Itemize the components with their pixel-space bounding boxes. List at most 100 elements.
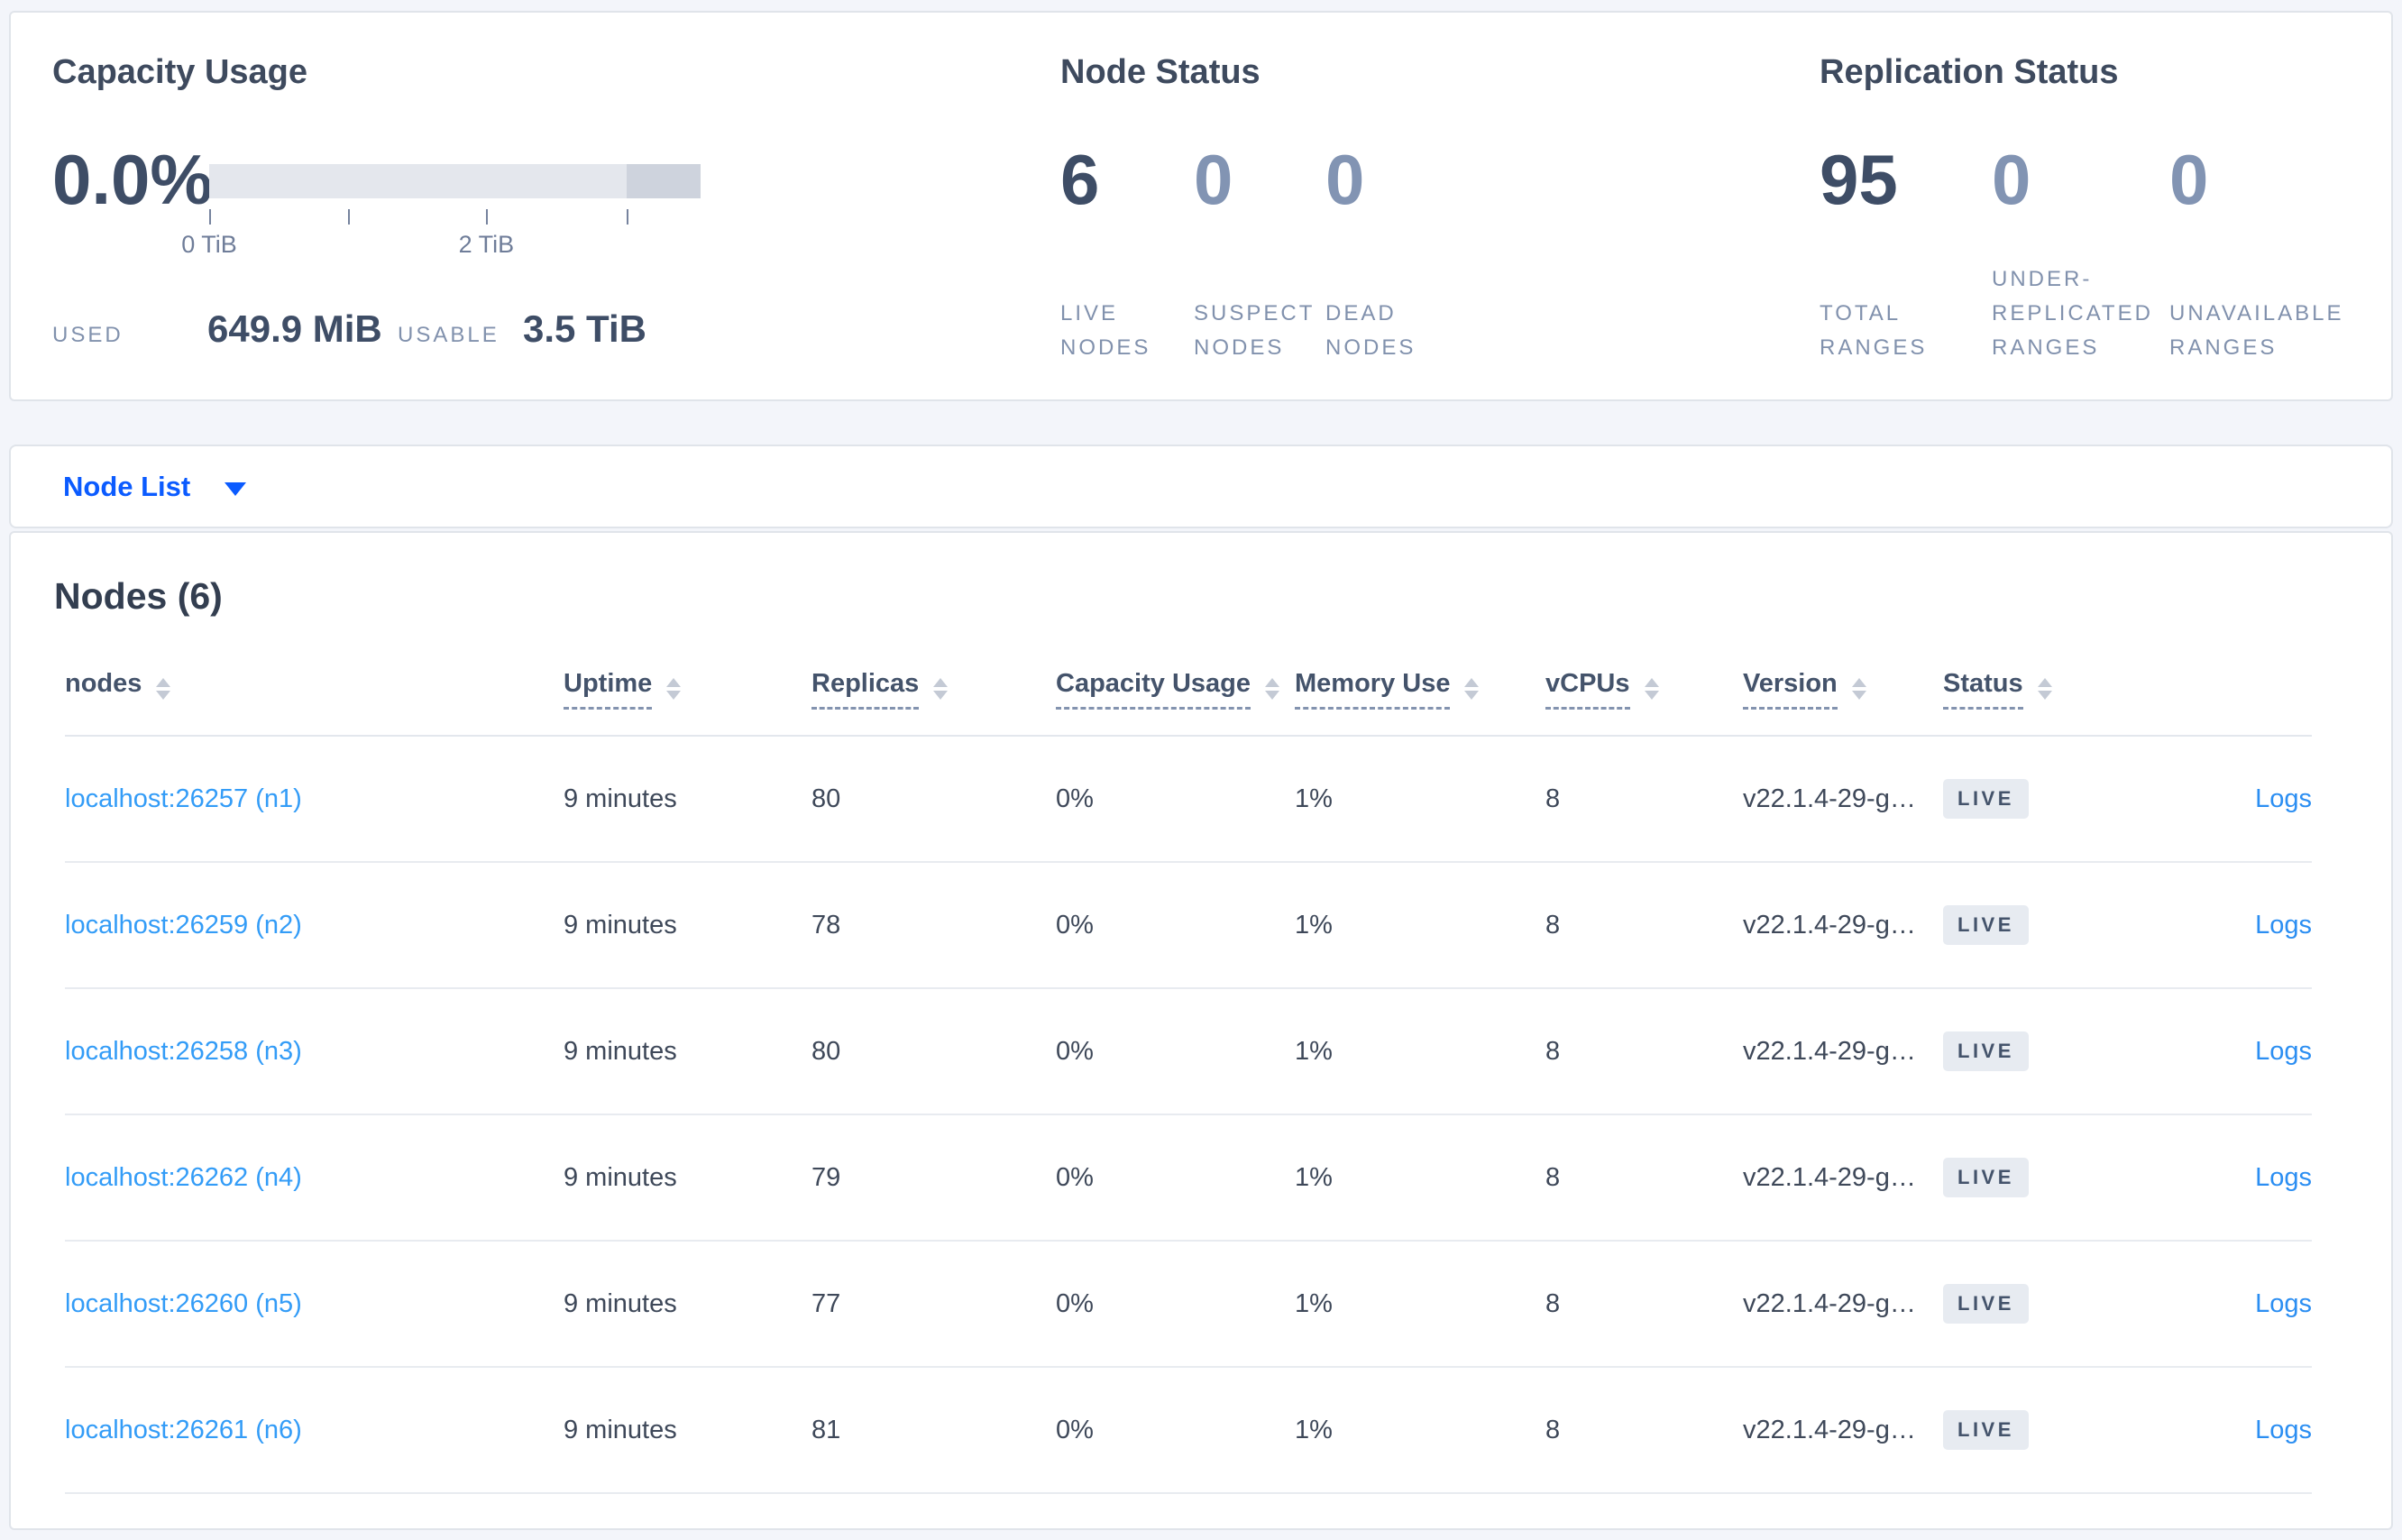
node-status-values: 6 0 0 xyxy=(1060,144,1364,215)
under-replicated-ranges-count: 0 xyxy=(1992,140,2031,219)
column-header-label: Status xyxy=(1943,669,2023,710)
column-header-replicas[interactable]: Replicas xyxy=(811,669,1056,710)
version-cell: v22.1.4-29-g… xyxy=(1743,784,1916,813)
status-cell: LIVE xyxy=(1943,905,2143,945)
logs-link[interactable]: Logs xyxy=(2255,1036,2312,1066)
node-status-title: Node Status xyxy=(1060,53,1261,91)
table-row: localhost:26260 (n5) 9 minutes 77 0% 1% … xyxy=(65,1242,2312,1368)
total-ranges-label: TOTAL RANGES xyxy=(1820,301,1928,360)
capacity-usage-section: Capacity Usage 0.0% 0 TiB 2 TiB USED 649… xyxy=(52,50,1060,365)
nodes-heading: Nodes (6) xyxy=(54,575,223,617)
vcpus-cell: 8 xyxy=(1545,1288,1561,1318)
column-header-label: Uptime xyxy=(564,669,653,710)
node-link[interactable]: localhost:26257 (n1) xyxy=(65,784,302,813)
capacity-bar xyxy=(209,164,701,198)
replication-status-section: Replication Status 95 0 0 TOTAL RANGES U… xyxy=(1820,50,2350,365)
dead-nodes-label: DEAD NODES xyxy=(1325,301,1416,360)
status-cell: LIVE xyxy=(1943,1031,2143,1071)
sort-icon xyxy=(1464,678,1480,700)
replication-status-title: Replication Status xyxy=(1820,53,2119,91)
table-row: localhost:26262 (n4) 9 minutes 79 0% 1% … xyxy=(65,1115,2312,1242)
logs-link[interactable]: Logs xyxy=(2255,1415,2312,1444)
column-header-vcpus[interactable]: vCPUs xyxy=(1545,669,1743,710)
vcpus-cell: 8 xyxy=(1545,910,1561,940)
sort-icon xyxy=(1851,678,1866,700)
usable-label: USABLE xyxy=(398,323,500,347)
status-badge: LIVE xyxy=(1943,1410,2029,1450)
logs-link[interactable]: Logs xyxy=(2255,784,2312,813)
replicas-cell: 80 xyxy=(811,1036,841,1066)
memory-use-cell: 1% xyxy=(1295,784,1333,813)
node-list-dropdown[interactable]: Node List xyxy=(63,470,191,502)
node-link[interactable]: localhost:26259 (n2) xyxy=(65,910,302,940)
node-link[interactable]: localhost:26261 (n6) xyxy=(65,1415,302,1444)
cluster-summary-card: Capacity Usage 0.0% 0 TiB 2 TiB USED 649… xyxy=(9,11,2393,401)
version-cell: v22.1.4-29-g… xyxy=(1743,1415,1916,1444)
vcpus-cell: 8 xyxy=(1545,1415,1561,1444)
axis-tick xyxy=(347,209,350,225)
sort-icon xyxy=(933,678,949,700)
column-header-uptime[interactable]: Uptime xyxy=(564,669,811,710)
version-cell: v22.1.4-29-g… xyxy=(1743,1162,1916,1192)
status-badge: LIVE xyxy=(1943,779,2029,819)
status-cell: LIVE xyxy=(1943,1410,2143,1450)
vcpus-cell: 8 xyxy=(1545,1162,1561,1192)
unavailable-ranges-label: UNAVAILABLE RANGES xyxy=(2169,301,2344,360)
logs-link[interactable]: Logs xyxy=(2255,1162,2312,1192)
capacity-usage-cell: 0% xyxy=(1056,1162,1094,1192)
node-link[interactable]: localhost:26262 (n4) xyxy=(65,1162,302,1192)
column-header-version[interactable]: Version xyxy=(1743,669,1943,710)
used-value: 649.9 MiB xyxy=(207,307,382,350)
suspect-nodes-label: SUSPECT NODES xyxy=(1194,301,1315,360)
status-badge: LIVE xyxy=(1943,1031,2029,1071)
capacity-usage-cell: 0% xyxy=(1056,910,1094,940)
version-cell: v22.1.4-29-g… xyxy=(1743,1288,1916,1318)
replicas-cell: 80 xyxy=(811,784,841,813)
status-cell: LIVE xyxy=(1943,1284,2143,1324)
axis-tick xyxy=(209,209,211,225)
replication-status-values: 95 0 0 xyxy=(1820,144,2208,215)
table-row: localhost:26257 (n1) 9 minutes 80 0% 1% … xyxy=(65,737,2312,863)
column-header-label: Memory Use xyxy=(1295,669,1451,710)
status-cell: LIVE xyxy=(1943,779,2143,819)
logs-link[interactable]: Logs xyxy=(2255,1288,2312,1318)
capacity-bar-usable-segment xyxy=(209,164,627,198)
used-label: USED xyxy=(52,323,124,347)
memory-use-cell: 1% xyxy=(1295,1162,1333,1192)
sort-icon xyxy=(2037,678,2052,700)
sort-icon xyxy=(666,678,682,700)
capacity-usage-cell: 0% xyxy=(1056,1288,1094,1318)
axis-tick xyxy=(626,209,628,225)
column-header-nodes[interactable]: nodes xyxy=(65,669,564,710)
table-row: localhost:26259 (n2) 9 minutes 78 0% 1% … xyxy=(65,863,2312,989)
node-status-labels: LIVE NODES SUSPECT NODES DEAD NODES xyxy=(1060,297,1437,365)
chevron-down-icon[interactable] xyxy=(225,481,247,496)
replication-status-labels: TOTAL RANGES UNDER-REPLICATED RANGES UNA… xyxy=(1820,262,2344,365)
node-link[interactable]: localhost:26258 (n3) xyxy=(65,1036,302,1066)
capacity-stats: USED 649.9 MiB USABLE 3.5 TiB xyxy=(52,307,646,351)
under-replicated-ranges-label: UNDER-REPLICATED RANGES xyxy=(1992,267,2153,360)
nodes-table: nodes Uptime Replicas Capacity Usage Mem… xyxy=(65,643,2312,1494)
node-link[interactable]: localhost:26260 (n5) xyxy=(65,1288,302,1318)
dead-nodes-count: 0 xyxy=(1325,140,1365,219)
vcpus-cell: 8 xyxy=(1545,1036,1561,1066)
logs-link[interactable]: Logs xyxy=(2255,910,2312,940)
status-badge: LIVE xyxy=(1943,1158,2029,1197)
status-badge: LIVE xyxy=(1943,905,2029,945)
capacity-used-percent: 0.0% xyxy=(52,140,213,219)
column-header-memory-use[interactable]: Memory Use xyxy=(1295,669,1545,710)
unavailable-ranges-count: 0 xyxy=(2169,140,2209,219)
capacity-usage-cell: 0% xyxy=(1056,1415,1094,1444)
column-header-capacity-usage[interactable]: Capacity Usage xyxy=(1056,669,1295,710)
vcpus-cell: 8 xyxy=(1545,784,1561,813)
uptime-cell: 9 minutes xyxy=(564,1288,677,1318)
memory-use-cell: 1% xyxy=(1295,1036,1333,1066)
axis-tick xyxy=(486,209,489,225)
memory-use-cell: 1% xyxy=(1295,910,1333,940)
column-header-status[interactable]: Status xyxy=(1943,669,2143,710)
capacity-usage-cell: 0% xyxy=(1056,784,1094,813)
replicas-cell: 79 xyxy=(811,1162,841,1192)
table-row: localhost:26258 (n3) 9 minutes 80 0% 1% … xyxy=(65,989,2312,1115)
uptime-cell: 9 minutes xyxy=(564,1415,677,1444)
